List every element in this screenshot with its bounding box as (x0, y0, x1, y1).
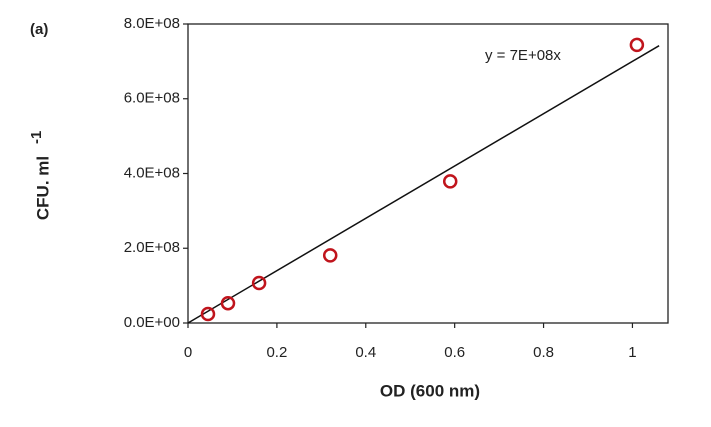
data-point (251, 275, 267, 291)
y-tick-label: 8.0E+08 (124, 15, 180, 32)
x-tick-label: 0.6 (444, 344, 465, 361)
x-tick-label: 0.8 (533, 344, 554, 361)
trendline-equation: y = 7E+08x (485, 47, 561, 64)
y-axis-title: CFU. ml (33, 156, 52, 220)
y-axis-title-group: CFU. ml -1 (28, 131, 53, 220)
x-tick-label: 0 (184, 344, 192, 361)
y-tick-label: 2.0E+08 (124, 239, 180, 256)
trendline (187, 45, 660, 324)
y-tick-label: 4.0E+08 (124, 164, 180, 181)
data-point (200, 306, 216, 322)
x-tick-label: 1 (628, 344, 636, 361)
x-axis-title: OD (600 nm) (380, 381, 480, 400)
panel-label: (a) (30, 21, 48, 38)
y-tick-label: 0.0E+00 (124, 314, 180, 331)
data-point (322, 248, 338, 263)
y-axis-title-superscript: -1 (28, 131, 45, 144)
y-tick-label: 6.0E+08 (124, 90, 180, 107)
x-tick-label: 0.2 (266, 344, 287, 361)
data-point (629, 37, 645, 53)
data-point (442, 174, 458, 189)
x-tick-label: 0.4 (355, 344, 376, 361)
data-point (220, 295, 236, 311)
